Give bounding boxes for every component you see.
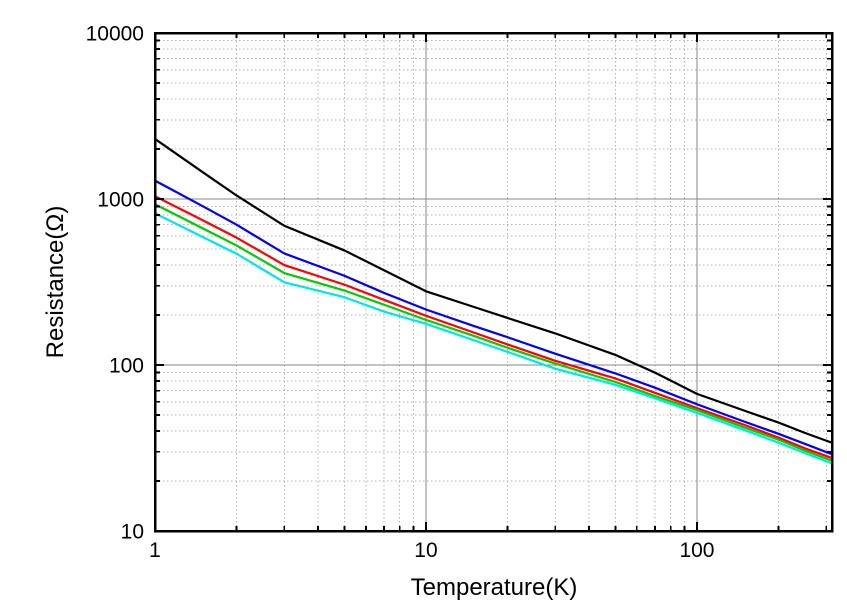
curve-series-cyan <box>153 212 834 465</box>
y-tick-label-10000: 10000 <box>86 23 144 46</box>
curve-series-black <box>153 137 834 444</box>
curves <box>153 137 834 465</box>
curve-series-green <box>153 203 834 462</box>
y-tick-label-1000: 1000 <box>97 189 144 212</box>
x-axis-title: Temperature(K) <box>410 574 578 601</box>
y-tick-label-10: 10 <box>121 521 144 544</box>
y-tick-label-100: 100 <box>109 355 144 378</box>
axes <box>153 31 834 533</box>
grid <box>155 33 832 531</box>
y-axis-title: Resistance(Ω) <box>42 205 69 359</box>
x-tick-label-100: 100 <box>679 539 714 562</box>
x-tick-label-1: 1 <box>149 539 161 562</box>
x-tick-label-10: 10 <box>414 539 437 562</box>
curve-series-red <box>153 195 834 460</box>
plot-frame <box>153 31 834 533</box>
curve-series-blue <box>153 179 834 456</box>
